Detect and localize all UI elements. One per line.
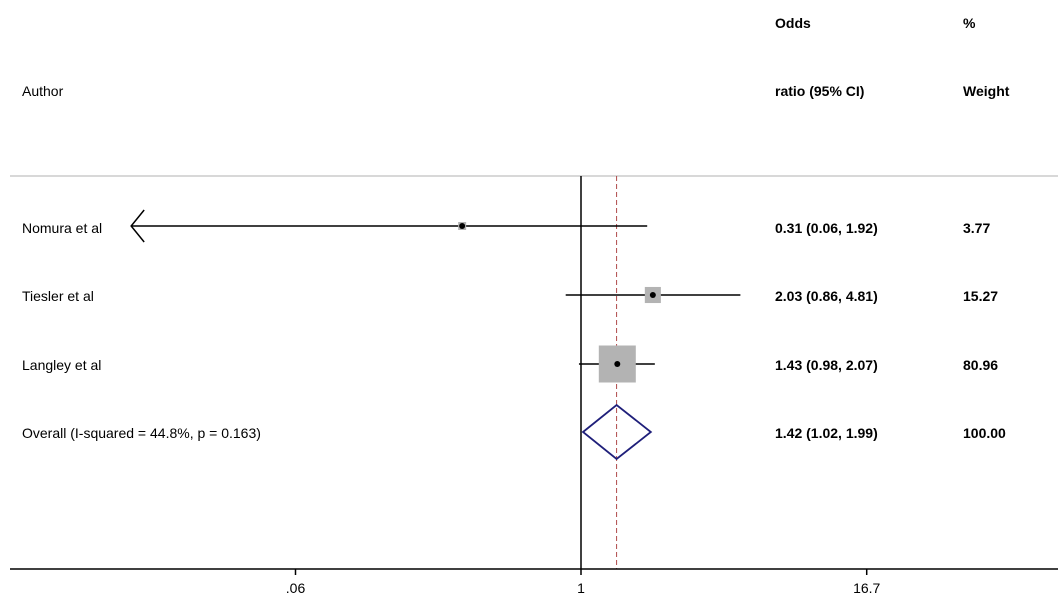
study-ci-text: 0.31 (0.06, 1.92) xyxy=(775,220,878,236)
overall-label: Overall (I-squared = 44.8%, p = 0.163) xyxy=(22,425,261,441)
header-odds-line1: Odds xyxy=(775,15,811,31)
overall-marker xyxy=(581,403,653,461)
x-tick-label: 1 xyxy=(577,580,585,596)
study-markers xyxy=(130,209,741,383)
study-label: Langley et al xyxy=(22,357,101,373)
study-weight-text: 3.77 xyxy=(963,220,990,236)
study-label: Tiesler et al xyxy=(22,288,94,304)
overall-weight-text: 100.00 xyxy=(963,425,1006,441)
header-weight-line1: % xyxy=(963,15,976,31)
study-weight-text: 15.27 xyxy=(963,288,998,304)
point-estimate xyxy=(614,361,621,367)
overall-ci-text: 1.42 (1.02, 1.99) xyxy=(775,425,878,441)
header-weight-line2: Weight xyxy=(963,83,1010,99)
study-ci-text: 1.43 (0.98, 2.07) xyxy=(775,357,878,373)
study-ci-text: 2.03 (0.86, 4.81) xyxy=(775,288,878,304)
study-label: Nomura et al xyxy=(22,220,102,236)
x-axis-ticks: .06 1 16.7 xyxy=(286,569,881,596)
header-odds-line2: ratio (95% CI) xyxy=(775,83,864,99)
point-estimate xyxy=(649,292,656,298)
point-estimate xyxy=(459,223,466,229)
study-weight-text: 80.96 xyxy=(963,357,998,373)
header-author: Author xyxy=(22,83,64,99)
x-tick-label: .06 xyxy=(286,580,306,596)
overall-diamond xyxy=(581,403,653,461)
x-tick-label: 16.7 xyxy=(853,580,880,596)
